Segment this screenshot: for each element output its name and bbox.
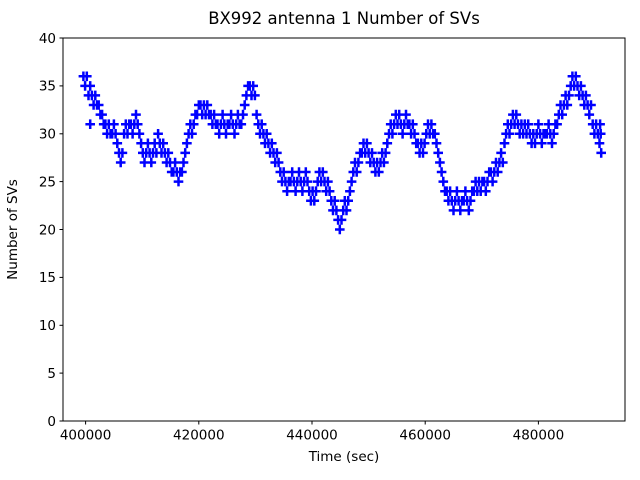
y-tick-label: 0 xyxy=(47,414,56,430)
chart-title: BX992 antenna 1 Number of SVs xyxy=(208,9,480,28)
y-tick-label: 20 xyxy=(39,222,56,238)
y-axis-ticks: 0 5 10 15 20 25 30 35 40 xyxy=(39,31,63,430)
y-tick-label: 25 xyxy=(39,174,56,190)
x-tick-label: 460000 xyxy=(399,428,451,444)
y-tick-label: 10 xyxy=(39,318,56,334)
y-axis-label: Number of SVs xyxy=(5,179,21,280)
x-tick-label: 480000 xyxy=(513,428,565,444)
y-tick-label: 35 xyxy=(39,79,56,95)
y-tick-label: 5 xyxy=(47,366,56,382)
y-tick-label: 15 xyxy=(39,270,56,286)
x-tick-label: 420000 xyxy=(173,428,225,444)
x-axis-ticks: 400000 420000 440000 460000 480000 xyxy=(60,421,564,444)
x-axis-label: Time (sec) xyxy=(308,449,380,465)
x-tick-label: 440000 xyxy=(286,428,338,444)
scatter-points xyxy=(78,71,606,235)
y-tick-label: 30 xyxy=(39,127,56,143)
sv-scatter-points-path xyxy=(78,71,606,235)
x-tick-label: 400000 xyxy=(60,428,112,444)
y-tick-label: 40 xyxy=(39,31,56,47)
